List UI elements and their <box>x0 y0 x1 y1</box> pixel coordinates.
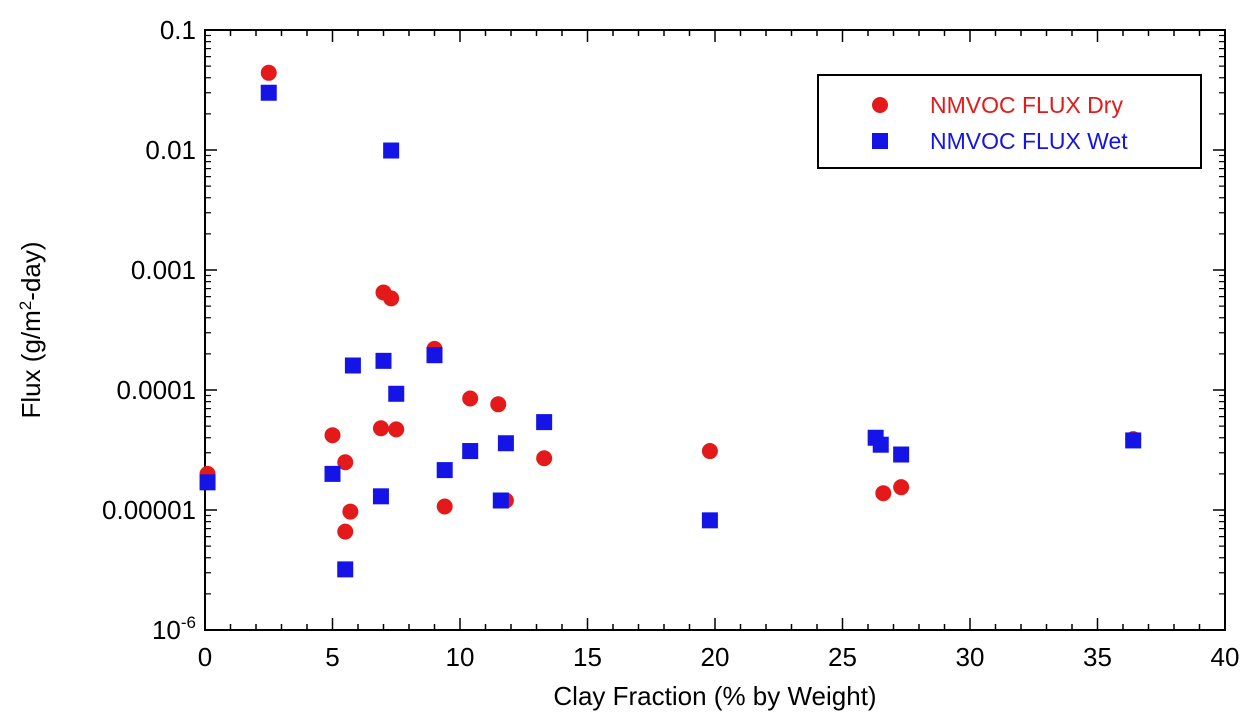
data-point-wet <box>536 414 553 431</box>
data-point-dry <box>462 390 479 407</box>
y-tick-label: 0.0001 <box>116 375 196 405</box>
data-point-wet <box>324 465 341 482</box>
legend-marker-wet <box>872 133 888 149</box>
data-point-wet <box>462 443 479 460</box>
x-tick-label: 10 <box>446 642 475 672</box>
data-point-dry <box>436 498 453 515</box>
data-point-dry <box>342 503 359 520</box>
legend-label-wet: NMVOC FLUX Wet <box>930 128 1128 154</box>
x-tick-label: 15 <box>573 642 602 672</box>
axis-tick-labels: 0 5 10 15 20 25 30 35 40 10-6 0.00001 0.0001 0.001 0.… <box>102 15 1239 672</box>
y-tick-label: 0.001 <box>131 255 196 285</box>
data-point-wet <box>344 357 361 374</box>
y-tick-label: 0.1 <box>160 15 196 45</box>
data-point-wet <box>872 436 889 453</box>
data-point-dry <box>893 479 910 496</box>
data-point-dry <box>337 523 354 540</box>
data-points <box>199 64 1142 578</box>
legend-label-dry: NMVOC FLUX Dry <box>930 92 1123 118</box>
data-point-wet <box>388 385 405 402</box>
data-point-dry <box>388 421 405 438</box>
data-point-wet <box>375 352 392 369</box>
data-point-dry <box>324 427 341 444</box>
data-point-wet <box>372 488 389 505</box>
x-tick-label: 35 <box>1083 642 1112 672</box>
data-point-wet <box>199 474 216 491</box>
x-tick-label: 0 <box>198 642 212 672</box>
data-point-dry <box>536 450 553 467</box>
data-point-dry <box>490 396 507 413</box>
data-point-wet <box>383 142 400 159</box>
x-tick-label: 30 <box>956 642 985 672</box>
y-axis-title: Flux (g/m2-day) <box>16 241 47 418</box>
axis-ticks <box>204 29 1226 631</box>
data-point-wet <box>492 492 509 509</box>
data-point-wet <box>260 84 277 101</box>
data-point-wet <box>701 512 718 529</box>
legend-marker-dry <box>872 97 888 113</box>
legend: NMVOC FLUX Dry NMVOC FLUX Wet <box>817 74 1202 169</box>
x-tick-label: 20 <box>701 642 730 672</box>
data-point-wet <box>337 561 354 578</box>
x-tick-label: 40 <box>1211 642 1240 672</box>
legend-box <box>817 74 1202 169</box>
data-point-wet <box>426 347 443 364</box>
data-point-dry <box>383 290 400 307</box>
data-point-wet <box>436 462 453 479</box>
data-point-dry <box>260 64 277 81</box>
x-tick-label: 25 <box>828 642 857 672</box>
data-point-wet <box>497 435 514 452</box>
data-point-dry <box>875 485 892 502</box>
y-tick-label: 10-6 <box>152 613 196 645</box>
x-axis-title: Clay Fraction (% by Weight) <box>553 681 876 711</box>
data-point-wet <box>1125 432 1142 449</box>
data-point-wet <box>893 446 910 463</box>
data-point-dry <box>701 443 718 460</box>
data-point-dry <box>372 420 389 437</box>
x-tick-label: 5 <box>325 642 339 672</box>
y-tick-label: 0.01 <box>145 135 196 165</box>
y-tick-label: 0.00001 <box>102 495 196 525</box>
data-point-dry <box>337 454 354 471</box>
